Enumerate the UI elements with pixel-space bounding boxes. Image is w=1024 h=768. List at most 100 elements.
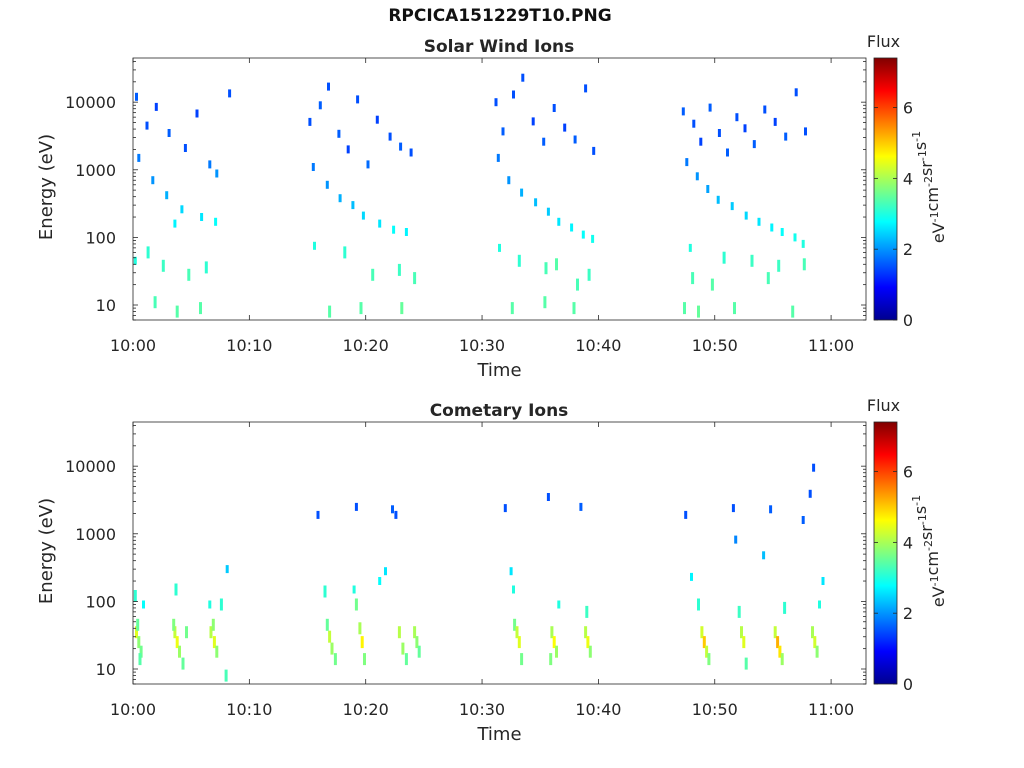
heatmap-cell [716, 195, 720, 204]
heatmap-cell [417, 645, 421, 658]
heatmap-cell [338, 194, 342, 203]
heatmap-cell [180, 205, 184, 214]
heatmap-cell [228, 89, 232, 98]
heatmap-cell [581, 230, 585, 239]
heatmap-cell [400, 302, 404, 315]
heatmap-cell [360, 636, 364, 649]
heatmap-cell [777, 259, 781, 272]
heatmap-cell [185, 626, 188, 639]
heatmap-cell [351, 201, 355, 210]
heatmap-cell [692, 119, 696, 128]
heatmap-cell [744, 657, 748, 670]
colorbar-tick-label: 2 [903, 240, 913, 259]
heatmap-cell [388, 132, 392, 141]
heatmap-cell [224, 669, 228, 682]
cometary-ions-panel: Cometary Ions 10 100 1000 10000 10:00 10:10 10:… [36, 396, 948, 745]
heatmap-cell [399, 142, 403, 151]
heatmap-cell [750, 254, 754, 267]
heatmap-cell [175, 305, 179, 318]
heatmap-cell [557, 217, 561, 226]
heatmap-cell [734, 535, 738, 544]
heatmap-cell [199, 302, 202, 315]
heatmap-cell [358, 622, 362, 635]
y-tick-label: 10 [96, 296, 116, 315]
heatmap-cell [683, 302, 686, 315]
x-tick-label: 10:20 [343, 700, 389, 719]
heatmap-cell [214, 217, 218, 226]
heatmap-cell [592, 146, 596, 155]
heatmap-cell [722, 251, 726, 264]
heatmap-cell [330, 642, 334, 655]
heatmap-cell [793, 233, 797, 242]
heatmap-cell [811, 626, 814, 639]
heatmap-cell [503, 504, 507, 513]
heatmap-cell [744, 211, 748, 220]
heatmap-cell [544, 262, 548, 275]
heatmap-cell [361, 211, 365, 220]
y-tick-label: 100 [85, 228, 116, 247]
plot-frame [132, 421, 867, 685]
colorbar-tick-label: 6 [903, 99, 913, 118]
heatmap-cell [552, 104, 556, 112]
heatmap-cell [173, 626, 177, 639]
y-tick-label: 100 [85, 592, 116, 611]
y-tick-label: 10000 [65, 93, 116, 112]
heatmap-cell [517, 254, 521, 267]
x-tick-label: 10:50 [692, 700, 738, 719]
heatmap-cell [546, 493, 550, 501]
heatmap-cell [737, 605, 741, 618]
heatmap-cell [776, 636, 780, 649]
heatmap-cell [801, 239, 805, 248]
heatmap-cell [183, 144, 187, 152]
heatmap-cell [780, 228, 784, 236]
heatmap-cells [133, 463, 825, 682]
heatmap-cell [136, 618, 140, 631]
figure-title: RPCICA151229T10.PNG [388, 6, 612, 26]
heatmap-cell [550, 626, 554, 639]
heatmap-cell [384, 567, 387, 576]
panel-title: Cometary Ions [430, 401, 569, 421]
heatmap-cell [557, 600, 561, 609]
heatmap-cell [685, 158, 689, 167]
x-tick-label: 10:00 [110, 336, 156, 355]
heatmap-cell [802, 258, 806, 271]
heatmap-cell [391, 505, 394, 514]
heatmap-cell [769, 505, 773, 514]
colorbar-unit-label: eV-1cm-2sr-1s-1 [910, 495, 948, 607]
colorbar-tick-label: 4 [903, 533, 913, 552]
heatmap-cell [742, 636, 746, 649]
heatmap-cell [570, 223, 574, 232]
heatmap-cell [520, 188, 524, 197]
heatmap-cell [328, 305, 332, 318]
x-tick-label: 10:20 [343, 336, 389, 355]
heatmap-cell [552, 636, 556, 649]
heatmap-cell [404, 228, 408, 236]
heatmap-cell [783, 601, 787, 614]
heatmap-cell [706, 185, 710, 193]
x-tick-label: 11:00 [808, 700, 854, 719]
heatmap-cell [133, 590, 137, 602]
colorbar [873, 57, 898, 321]
heatmap-cell [325, 618, 329, 631]
heatmap-cell [328, 630, 332, 643]
heatmap-cell [394, 510, 398, 519]
heatmap-cell [591, 234, 595, 243]
y-axis-label: Energy (eV) [36, 498, 57, 604]
heatmap-cell [584, 626, 588, 639]
heatmap-cell [138, 653, 142, 666]
heatmap-cell [325, 180, 329, 189]
heatmap-cell [311, 163, 315, 171]
heatmap-cell [710, 278, 714, 291]
colorbar-tick-label: 6 [903, 463, 913, 482]
heatmap-cell [791, 305, 795, 318]
colorbar-tick-label: 4 [903, 169, 913, 188]
heatmap-cell [691, 272, 695, 285]
heatmap-cell [513, 618, 517, 631]
y-axis-label: Energy (eV) [36, 134, 57, 240]
heatmap-cell [337, 129, 341, 138]
heatmap-cell [215, 169, 219, 178]
heatmap-cell [211, 618, 215, 631]
heatmap-cell [135, 626, 138, 639]
colorbar [873, 421, 898, 685]
heatmap-cell [175, 636, 179, 649]
